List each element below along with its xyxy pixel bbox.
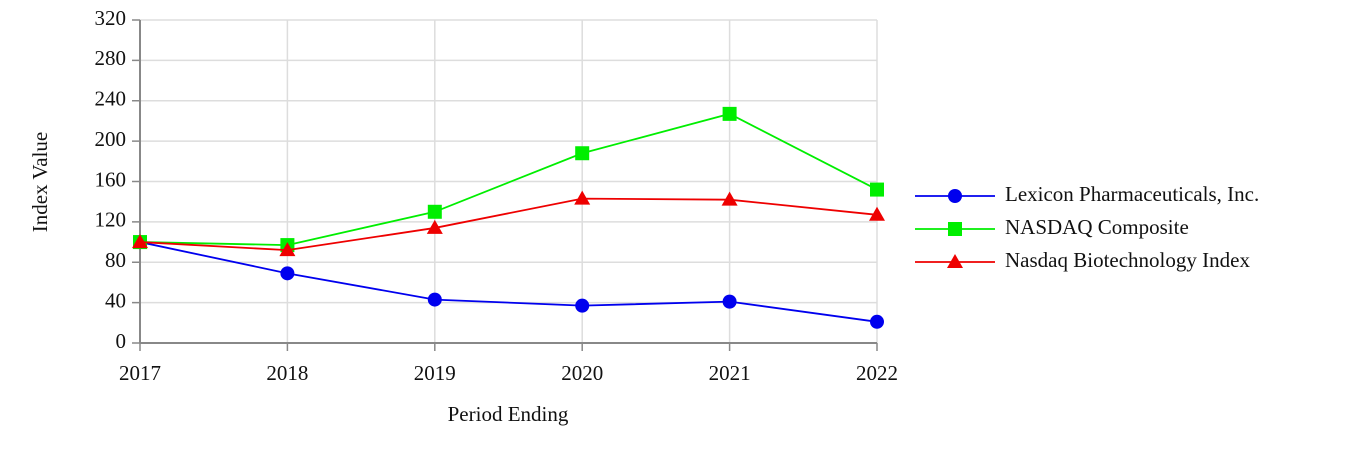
marker [722, 294, 737, 309]
marker [280, 266, 295, 281]
marker [575, 298, 590, 313]
marker [426, 219, 443, 234]
legend-label: NASDAQ Composite [1005, 215, 1189, 239]
x-tick-label: 2017 [119, 361, 161, 385]
marker [870, 182, 884, 197]
marker [869, 206, 885, 221]
marker [279, 242, 296, 257]
x-tick-label: 2019 [414, 361, 456, 385]
legend-label: Lexicon Pharmaceuticals, Inc. [1005, 182, 1259, 206]
marker [575, 146, 590, 161]
x-tick-label: 2020 [561, 361, 603, 385]
y-tick-label: 40 [105, 288, 126, 312]
y-tick-label: 0 [116, 329, 127, 353]
y-tick-label: 280 [95, 46, 127, 70]
marker [427, 292, 442, 307]
marker [574, 190, 591, 205]
marker [870, 314, 884, 329]
series-line [139, 197, 878, 252]
y-tick-label: 320 [95, 6, 127, 30]
legend-label: Nasdaq Biotechnology Index [1005, 248, 1250, 272]
x-axis-label: Period Ending [448, 402, 569, 426]
x-tick-label: 2022 [856, 361, 898, 385]
marker [721, 191, 738, 206]
y-tick-label: 120 [95, 208, 127, 232]
series-line [139, 241, 878, 323]
marker [132, 234, 148, 249]
y-tick-label: 240 [95, 87, 127, 111]
series-line [139, 112, 878, 246]
x-tick-label: 2021 [709, 361, 751, 385]
marker [427, 204, 442, 219]
y-tick-label: 80 [105, 248, 126, 272]
marker [948, 189, 962, 203]
y-tick-label: 160 [95, 167, 127, 191]
marker [948, 222, 962, 236]
marker [722, 106, 737, 121]
marker [947, 254, 963, 268]
y-axis-label: Index Value [28, 132, 52, 233]
y-tick-label: 200 [95, 127, 127, 151]
x-tick-label: 2018 [266, 361, 308, 385]
